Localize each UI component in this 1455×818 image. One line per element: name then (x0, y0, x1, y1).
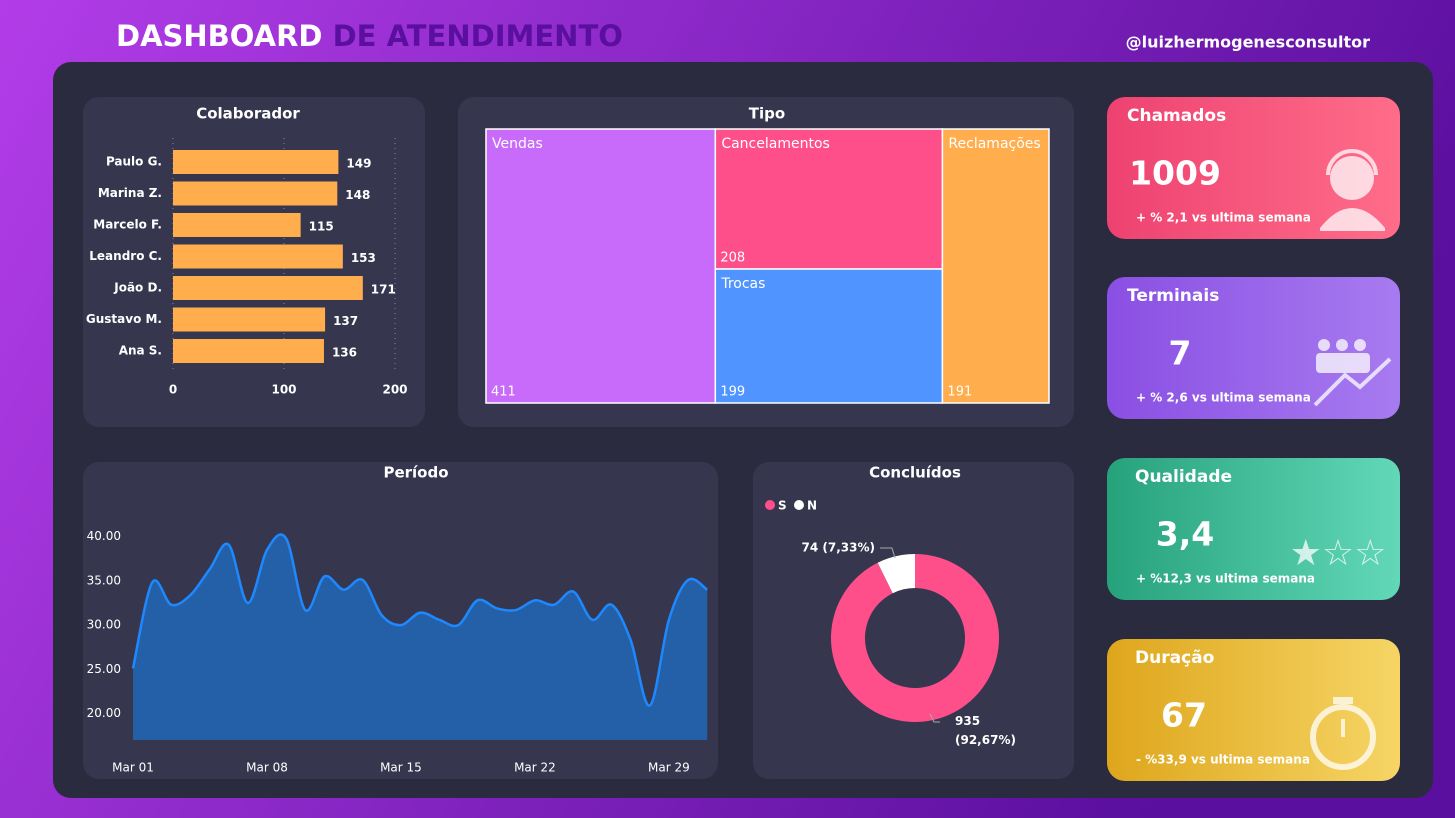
x-tick-label: Mar 15 (380, 761, 422, 775)
area (133, 534, 708, 740)
x-tick-label: Mar 08 (246, 761, 288, 775)
cell-value: 199 (720, 385, 745, 400)
x-tick-label: Mar 01 (112, 761, 154, 775)
data-label: 935 (92,67%) (955, 714, 1016, 747)
legend-swatch (765, 500, 775, 510)
bar (173, 213, 301, 237)
y-tick-label: Leandro C. (89, 249, 162, 263)
kpi-value: 67 (1161, 696, 1207, 735)
kpi-title: Qualidade (1135, 467, 1232, 487)
y-tick-label: 40.00 (87, 529, 121, 543)
data-label: 171 (371, 283, 396, 297)
cell-label: Reclamações (948, 136, 1040, 152)
chart-title: Período (383, 464, 448, 482)
cell-label: Vendas (492, 136, 543, 152)
y-tick-label: 25.00 (87, 662, 121, 676)
card (753, 462, 1074, 779)
data-label: 74 (7,33%) (802, 541, 875, 555)
cell-label: Trocas (720, 276, 765, 292)
x-tick-label: Mar 22 (514, 761, 556, 775)
chart-title: Tipo (749, 105, 785, 123)
kpi-note: + % 2,6 vs ultima semana (1136, 391, 1311, 405)
kpi-title: Terminais (1127, 286, 1219, 306)
data-label: 148 (345, 188, 370, 202)
title-main: DASHBOARD (116, 19, 323, 53)
data-label: 153 (351, 251, 376, 265)
kpi-card (1107, 277, 1400, 419)
donut-slice (830, 554, 999, 722)
kpi-card (1107, 97, 1400, 239)
cell-value: 411 (491, 385, 516, 400)
cell-label: Cancelamentos (721, 136, 829, 152)
bar (173, 244, 343, 269)
cell-value: 208 (720, 251, 745, 266)
treemap-cell (714, 128, 944, 270)
icon: ★☆☆ (1290, 149, 1392, 770)
kpi-value: 1009 (1129, 154, 1221, 193)
kpi-value: 7 (1169, 334, 1192, 373)
legend-swatch (794, 500, 804, 510)
data-label: 149 (346, 157, 371, 171)
title-rest: DE ATENDIMENTO (333, 19, 623, 53)
leader (880, 547, 896, 559)
kpi-group: Chamados 1009 + % 2,1 vs ultima semana Term… (1107, 97, 1400, 781)
bar (173, 150, 339, 174)
kpi-note: + %12,3 vs ultima semana (1136, 572, 1315, 586)
y-tick-label: 35.00 (87, 573, 121, 587)
title: DASHBOARD DE ATENDIMENTO (116, 19, 623, 53)
kpi-card (1107, 458, 1400, 600)
treemap-cell (714, 268, 944, 404)
y-tick-label: Ana S. (119, 344, 162, 358)
y-tick-label: Marina Z. (98, 186, 162, 200)
chart-title: Colaborador (196, 105, 300, 123)
x-tick-label: 0 (169, 383, 177, 397)
chart-title: Concluídos (869, 464, 961, 482)
x-tick-label: Mar 29 (648, 761, 690, 775)
bar (173, 307, 326, 332)
bar (173, 276, 363, 300)
y-tick-label: 30.00 (87, 618, 121, 632)
svg-text:★☆☆: ★☆☆ (1290, 533, 1387, 574)
y-tick-label: João D. (113, 281, 162, 295)
kpi-note: + % 2,1 vs ultima semana (1136, 211, 1311, 225)
kpi-title: Duração (1135, 648, 1214, 668)
y-tick-label: Marcelo F. (93, 218, 162, 232)
line (131, 533, 708, 707)
bar (173, 181, 338, 206)
legend-label: S (778, 499, 787, 513)
y-tick-label: Paulo G. (106, 155, 162, 169)
data-label: 137 (333, 314, 358, 328)
y-tick-label: Gustavo M. (86, 312, 162, 326)
treemap-cell (941, 128, 1050, 404)
donut-slice (877, 554, 915, 594)
kpi-card (1107, 639, 1400, 781)
kpi-value: 3,4 (1156, 515, 1214, 554)
bar (173, 339, 324, 363)
handle: @luizhermogenesconsultor (1126, 33, 1370, 52)
legend-label: N (807, 499, 817, 513)
y-tick-label: 20.00 (87, 706, 121, 720)
data-label: 115 (309, 220, 334, 234)
x-tick-label: 200 (382, 383, 407, 397)
leader (929, 713, 940, 723)
x-tick-label: 100 (271, 383, 296, 397)
treemap-cell (485, 128, 717, 404)
data-label: 136 (332, 346, 357, 360)
kpi-note: - %33,9 vs ultima semana (1136, 753, 1310, 767)
cell-value: 191 (947, 385, 972, 400)
kpi-title: Chamados (1127, 106, 1226, 126)
